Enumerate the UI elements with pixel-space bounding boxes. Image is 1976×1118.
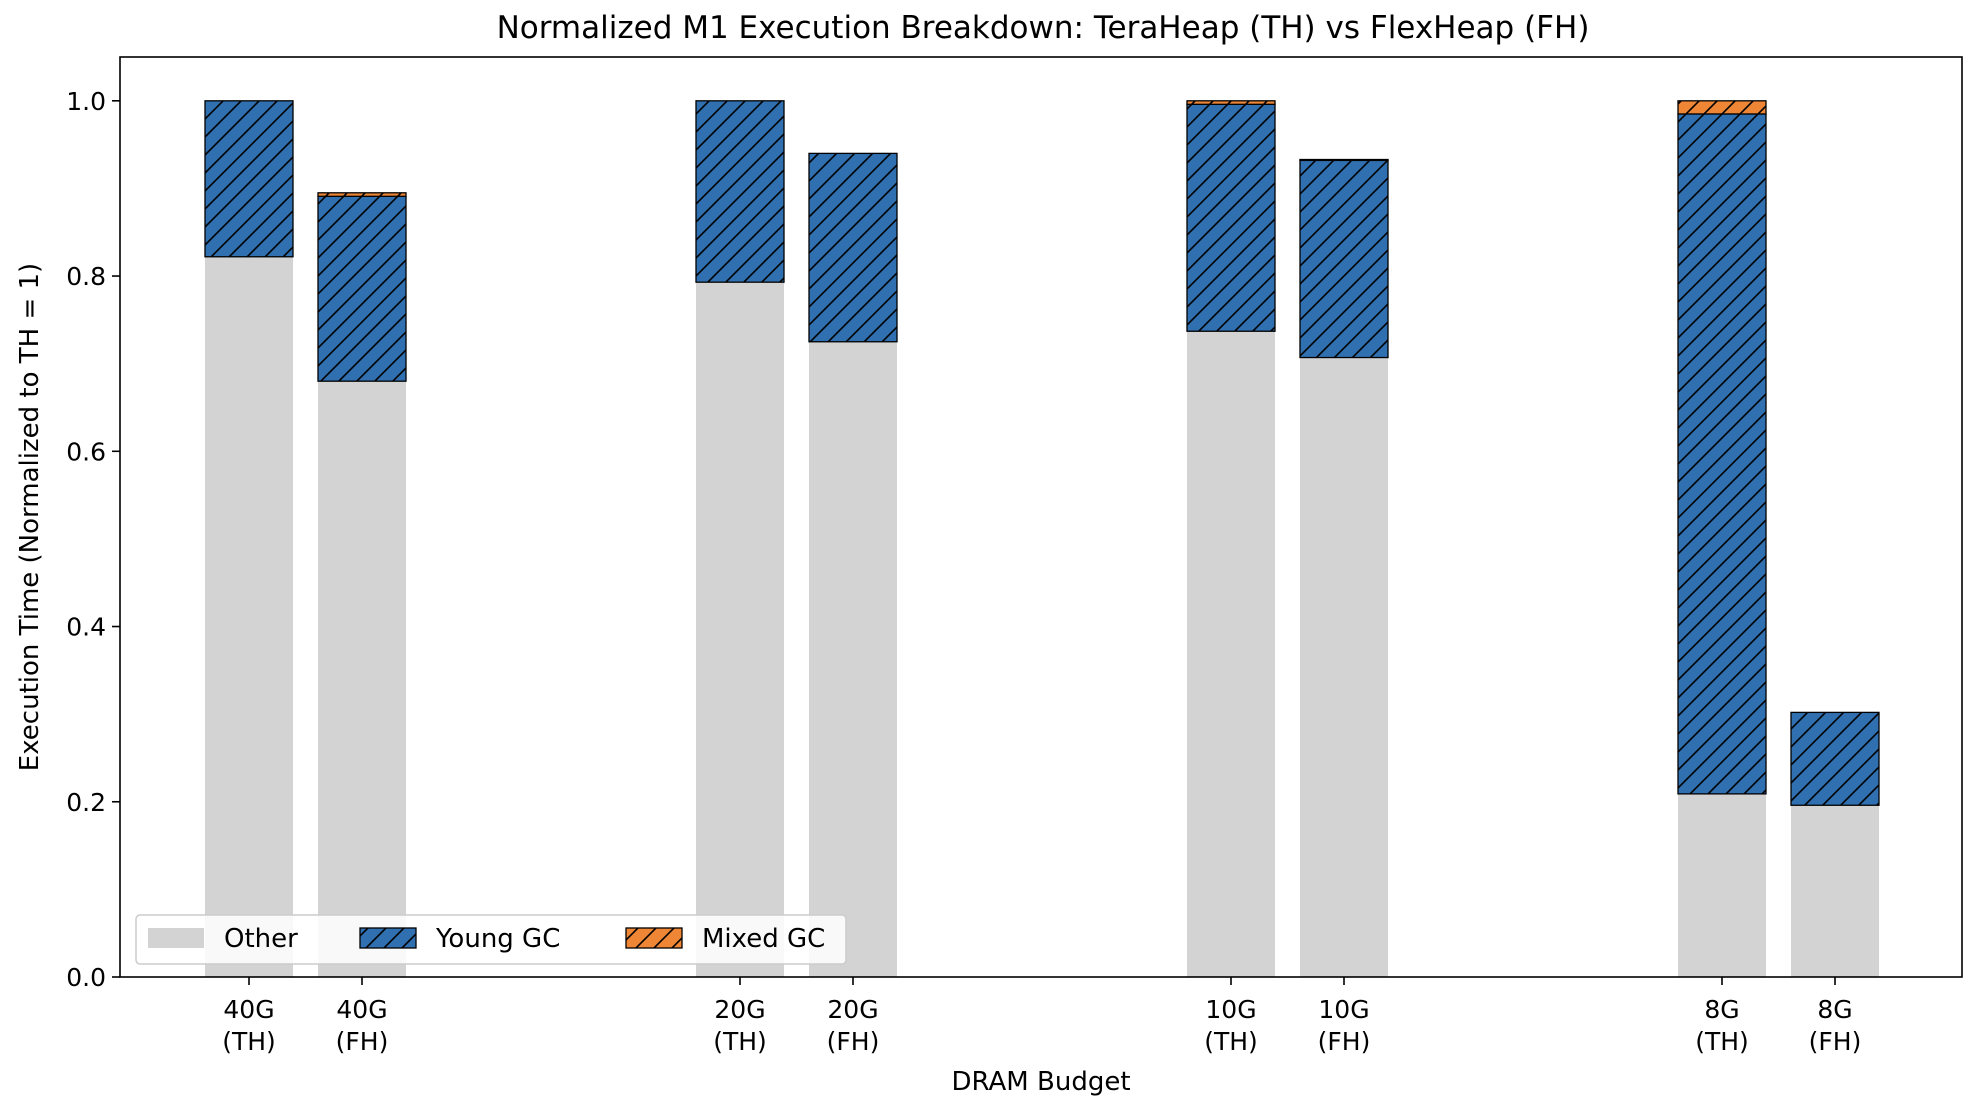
bar-hatch-young-gc-40g-fh — [318, 196, 406, 382]
bar-other-10g-th — [1187, 331, 1275, 977]
x-axis-label: DRAM Budget — [951, 1067, 1130, 1097]
legend-swatch-other — [148, 928, 204, 948]
x-tick-label-system: (FH) — [1809, 1027, 1862, 1056]
bar-other-8g-th — [1678, 793, 1766, 977]
x-tick-label-system: (TH) — [713, 1027, 767, 1056]
legend-label-mixed-gc: Mixed GC — [702, 924, 825, 954]
x-tick-label-system: (TH) — [1204, 1027, 1258, 1056]
bar-hatch-mixed-gc-40g-fh — [318, 192, 406, 197]
x-tick-label-system: (FH) — [336, 1027, 389, 1056]
bar-other-10g-fh — [1300, 357, 1388, 977]
legend: Other Young GC Mixed GC — [135, 914, 847, 965]
x-tick-label-budget: 8G — [1704, 995, 1739, 1024]
x-tick-label-system: (TH) — [1695, 1027, 1749, 1056]
y-tick-label: 0.6 — [66, 437, 106, 466]
bar-hatch-young-gc-10g-fh — [1300, 160, 1388, 358]
bar-other-8g-fh — [1791, 805, 1879, 977]
bar-hatch-young-gc-8g-th — [1678, 113, 1766, 794]
x-tick-label-budget: 40G — [223, 995, 274, 1024]
y-axis-label: Execution Time (Normalized to TH = 1) — [15, 263, 45, 771]
bar-other-40g-fh — [318, 381, 406, 977]
bar-other-20g-fh — [809, 341, 897, 977]
x-axis-ticks: 40G (TH) 40G (FH) 20G (TH) 20G (FH) 10G (TH) 10G (F… — [222, 977, 1861, 1056]
bars-layer — [204, 100, 1880, 978]
y-axis-ticks: 0.0 0.2 0.4 0.6 0.8 1.0 — [66, 87, 120, 992]
x-tick-label-system: (FH) — [1318, 1027, 1371, 1056]
legend-label-young-gc: Young GC — [435, 924, 560, 954]
x-tick-label-budget: 10G — [1318, 995, 1369, 1024]
bar-hatch-mixed-gc-8g-th — [1678, 100, 1766, 114]
y-tick-label: 0.0 — [66, 963, 106, 992]
legend-swatch-hatch-mixed-gc — [626, 928, 682, 948]
chart-title: Normalized M1 Execution Breakdown: TeraH… — [497, 10, 1590, 46]
y-tick-label: 1.0 — [66, 87, 106, 116]
plot-frame — [119, 56, 1963, 978]
bar-hatch-young-gc-8g-fh — [1791, 712, 1879, 806]
y-tick-label: 0.8 — [66, 262, 106, 291]
y-tick-label: 0.4 — [66, 613, 106, 642]
legend-box — [135, 914, 847, 965]
x-tick-label-budget: 20G — [714, 995, 765, 1024]
bar-hatch-young-gc-10g-th — [1187, 104, 1275, 332]
x-tick-label-budget: 8G — [1817, 995, 1852, 1024]
bar-other-20g-th — [696, 282, 784, 978]
x-tick-label-system: (FH) — [827, 1027, 880, 1056]
legend-label-other: Other — [224, 924, 298, 954]
x-tick-label-budget: 20G — [827, 995, 878, 1024]
legend-items: Other Young GC Mixed GC — [148, 924, 825, 954]
bar-hatch-mixed-gc-10g-th — [1187, 100, 1275, 105]
bar-hatch-young-gc-40g-th — [205, 100, 293, 257]
bar-hatch-young-gc-20g-fh — [809, 153, 897, 342]
bar-other-40g-th — [205, 256, 293, 977]
x-tick-label-system: (TH) — [222, 1027, 276, 1056]
legend-swatch-hatch-young-gc — [360, 928, 416, 948]
x-tick-label-budget: 40G — [336, 995, 387, 1024]
bar-hatch-mixed-gc-10g-fh — [1300, 159, 1388, 161]
y-tick-label: 0.2 — [66, 788, 106, 817]
bar-hatch-young-gc-20g-th — [696, 100, 784, 283]
x-tick-label-budget: 10G — [1205, 995, 1256, 1024]
